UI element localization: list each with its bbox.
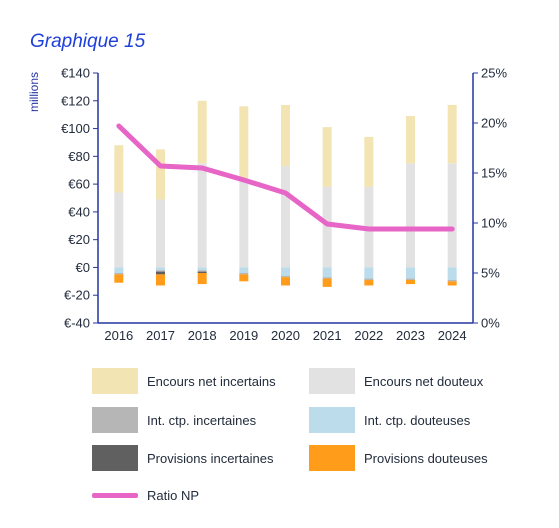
- bar-segment: [239, 267, 249, 273]
- bar-segment: [281, 275, 290, 278]
- x-tick-label: 2024: [438, 328, 467, 343]
- y2-tick-label: 20%: [481, 116, 507, 131]
- bar-segment: [406, 267, 415, 279]
- bar-segment: [114, 274, 124, 283]
- bar-segment: [406, 278, 415, 280]
- bar-segment: [406, 279, 415, 285]
- bar-segment: [114, 267, 124, 273]
- bar-segment: [197, 270, 207, 272]
- y-tick-label: €120: [61, 93, 90, 108]
- bar-segment: [281, 104, 290, 167]
- y2-tick-label: 25%: [481, 66, 507, 81]
- bar-segment: [197, 267, 207, 271]
- bar-segment: [281, 267, 290, 276]
- bar-segment: [322, 278, 332, 287]
- bar-segment: [156, 270, 165, 272]
- bar-segment: [239, 106, 249, 179]
- bar-segment: [114, 145, 124, 193]
- bar-segment: [281, 166, 290, 268]
- x-tick-label: 2016: [104, 328, 133, 343]
- bar-segment: [239, 274, 249, 282]
- bar-segment: [447, 281, 457, 286]
- bar-segment: [322, 186, 332, 268]
- bar-segment: [156, 267, 165, 271]
- bar-segment: [114, 192, 124, 268]
- bar-segment: [322, 127, 332, 187]
- y-tick-label: €100: [61, 121, 90, 136]
- y-tick-label: €60: [68, 177, 90, 192]
- y2-tick-label: 15%: [481, 166, 507, 181]
- bar-segment: [364, 278, 374, 280]
- bar-segment: [364, 279, 374, 286]
- y-tick-label: €140: [61, 66, 90, 81]
- bar-segment: [239, 273, 249, 275]
- bar-segment: [114, 273, 124, 275]
- bar-segment: [364, 267, 374, 279]
- bar-segment: [447, 104, 457, 164]
- y-tick-label: €80: [68, 149, 90, 164]
- x-tick-label: 2017: [146, 328, 175, 343]
- x-tick-label: 2019: [229, 328, 258, 343]
- x-tick-label: 2021: [313, 328, 342, 343]
- bar-segment: [197, 163, 207, 268]
- bar-segment: [197, 273, 207, 285]
- x-tick-label: 2020: [271, 328, 300, 343]
- chart-title: Graphique 15: [30, 31, 146, 52]
- bar-segment: [197, 100, 207, 164]
- bar-segment: [322, 267, 332, 278]
- bar-segment: [447, 279, 457, 282]
- y-tick-label: €0: [76, 260, 90, 275]
- bar-segment: [364, 136, 374, 187]
- y-tick-label: €-20: [64, 288, 90, 303]
- bar-segment: [156, 274, 165, 286]
- bar-segment: [197, 271, 207, 273]
- x-tick-label: 2023: [396, 328, 425, 343]
- y2-tick-label: 10%: [481, 216, 507, 231]
- y2-tick-label: 0%: [481, 316, 500, 331]
- y-tick-label: €-40: [64, 316, 90, 331]
- x-tick-label: 2022: [354, 328, 383, 343]
- bar-segment: [406, 163, 415, 268]
- bar-segment: [156, 199, 165, 268]
- bar-segment: [156, 149, 165, 200]
- bar-segment: [239, 178, 249, 268]
- y-tick-label: €20: [68, 232, 90, 247]
- bar-segment: [322, 277, 332, 279]
- bar-segment: [447, 267, 457, 280]
- y-axis-label: millions: [27, 72, 41, 112]
- bar-segment: [281, 277, 290, 286]
- bar-segment: [447, 163, 457, 268]
- x-tick-label: 2018: [188, 328, 217, 343]
- y2-tick-label: 5%: [481, 266, 500, 281]
- bar-segment: [156, 271, 165, 275]
- bar-segment: [406, 116, 415, 164]
- y-tick-label: €40: [68, 204, 90, 219]
